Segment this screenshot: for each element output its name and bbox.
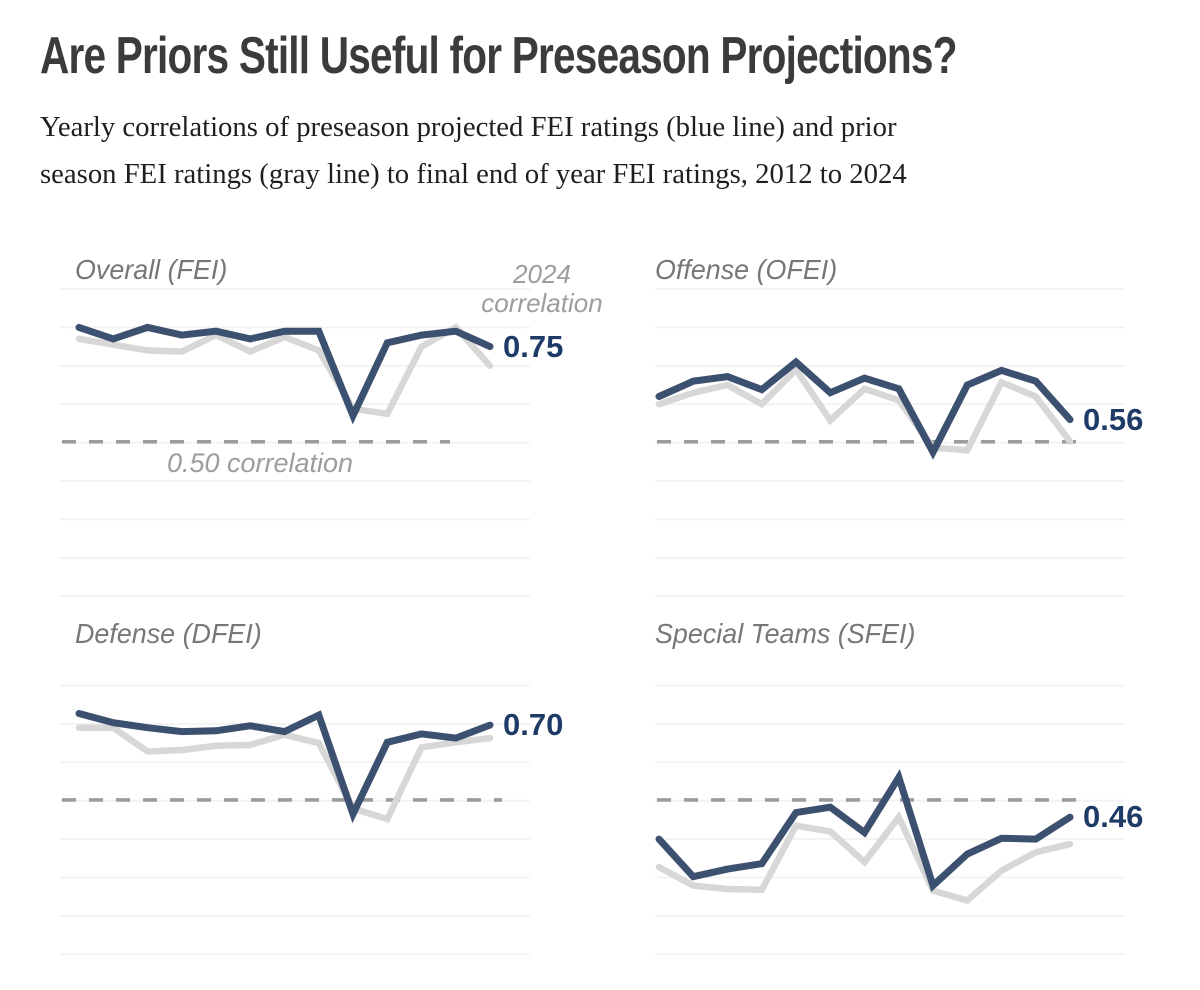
panel-title-overall: Overall (FEI) (75, 254, 228, 285)
prior-season-line-special-teams (655, 810, 1074, 905)
page-title: Are Priors Still Useful for Preseason Pr… (40, 27, 957, 85)
subtitle-line-1: Yearly correlations of preseason project… (40, 111, 897, 143)
end-value-label-overall: 0.75 (503, 328, 564, 364)
annotation-2024-line-1: 2024 (513, 259, 571, 289)
chart-subtitle: Yearly correlations of preseason project… (40, 104, 907, 198)
preseason-line-offense (655, 357, 1074, 460)
annotation-050-correlation: 0.50 correlation (166, 448, 354, 478)
end-value-label-offense: 0.56 (1083, 401, 1144, 437)
panel-title-offense: Offense (OFEI) (655, 254, 838, 285)
panel-title-defense: Defense (DFEI) (75, 618, 262, 649)
preseason-line-overall (75, 323, 494, 425)
end-value-label-defense: 0.70 (503, 707, 564, 743)
annotation-2024-correlation: 2024 correlation (462, 260, 622, 318)
prior-season-line-defense (75, 724, 494, 824)
end-value-label-special-teams: 0.46 (1083, 799, 1144, 835)
prior-season-line-overall (75, 323, 494, 418)
panel-title-special-teams: Special Teams (SFEI) (655, 618, 916, 649)
preseason-line-special-teams (655, 768, 1074, 892)
annotation-2024-line-2: correlation (481, 288, 603, 318)
subtitle-line-2: season FEI ratings (gray line) to final … (40, 158, 907, 190)
preseason-line-defense (75, 710, 494, 824)
prior-season-line-offense (655, 364, 1074, 454)
